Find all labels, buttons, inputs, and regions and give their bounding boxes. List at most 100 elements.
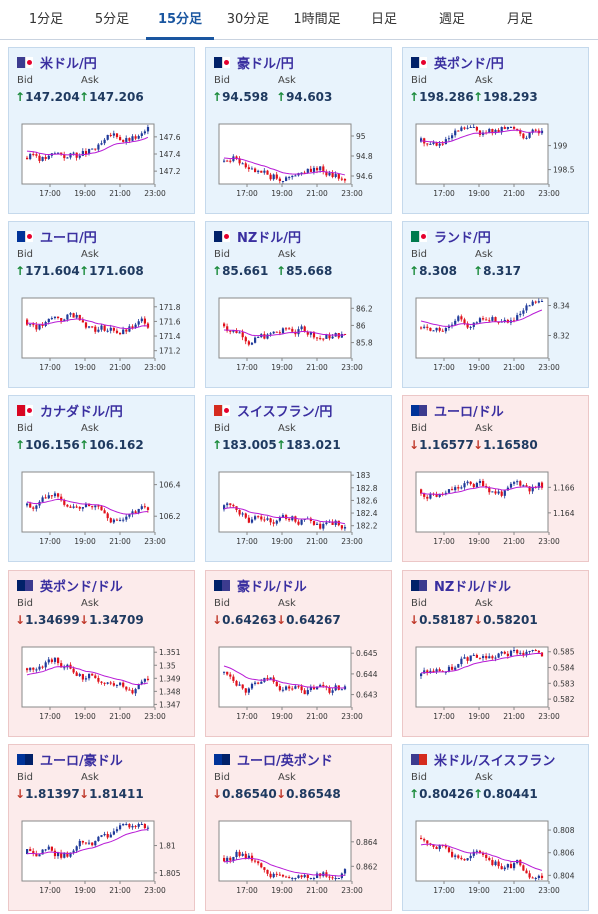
candlestick-chart[interactable]: 106.4 106.2 17:00 19:00 21:00 23:00 — [18, 468, 184, 554]
candle-body — [63, 500, 66, 505]
candle-body — [519, 313, 522, 316]
candle-body — [438, 327, 441, 331]
candle-body — [281, 181, 285, 182]
candlestick-chart[interactable]: 183 182.8 182.6 182.4 182.2 17:00 19:00 21:00 23… — [215, 468, 381, 554]
pair-card[interactable]: ユーロ/ドル Bid Ask ↓1.16577 ↓1.16580 1.166 1.164 17… — [402, 395, 589, 562]
ask-price: ↓1.81411 — [79, 787, 144, 801]
candle-body — [41, 324, 44, 326]
pair-name-link[interactable]: ランド/円 — [434, 230, 491, 246]
candle-body — [60, 152, 63, 155]
candle-body — [250, 519, 254, 523]
pair-card[interactable]: ランド/円 Bid Ask ↑8.308 ↑8.317 8.34 8.32 17:00 19:0… — [402, 221, 589, 388]
candlestick-chart[interactable]: 199 198.5 17:00 19:00 21:00 23:00 — [412, 120, 578, 206]
candle-body — [103, 139, 106, 144]
candlestick-chart[interactable]: 0.864 0.862 17:00 19:00 21:00 23:00 — [215, 817, 381, 903]
pair-card[interactable]: 米ドル/円 Bid Ask ↑147.204 ↑147.206 147.6 147.4 147… — [8, 47, 195, 214]
ask-value: 0.64267 — [286, 613, 341, 627]
candle-body — [72, 850, 75, 853]
candlestick-chart[interactable]: 0.585 0.584 0.583 0.582 17:00 19:00 21:00 23:00 — [412, 643, 578, 729]
pair-card[interactable]: NZドル/円 Bid Ask ↑85.661 ↑85.668 86.2 86 85.8 17:0… — [205, 221, 392, 388]
candle-body — [232, 857, 235, 861]
ask-value: 85.668 — [286, 264, 333, 278]
pair-header: 豪ドル/ドル — [214, 577, 307, 595]
tab-4[interactable]: 1時間足 — [293, 12, 341, 27]
candlestick-chart[interactable]: 95 94.8 94.6 17:00 19:00 21:00 23:00 — [215, 120, 381, 206]
x-tick-label: 17:00 — [39, 886, 61, 895]
bid-price: ↓1.81397 — [15, 787, 80, 801]
candle-body — [300, 326, 303, 330]
x-tick-label: 17:00 — [236, 189, 258, 198]
candle-body — [316, 873, 319, 878]
candle-body — [537, 650, 540, 653]
candlestick-chart[interactable]: 86.2 86 85.8 17:00 19:00 21:00 23:00 — [215, 294, 381, 380]
pair-card[interactable]: 英ポンド/ドル Bid Ask ↓1.34699 ↓1.34709 1.351 1.35 1.… — [8, 570, 195, 737]
ask-price: ↑85.668 — [276, 264, 332, 278]
pair-name-link[interactable]: ユーロ/ドル — [434, 404, 504, 420]
candle-body — [115, 133, 119, 138]
pair-name-link[interactable]: 米ドル/スイスフラン — [434, 753, 556, 769]
x-tick-label: 23:00 — [538, 886, 560, 895]
pair-name-link[interactable]: NZドル/ドル — [434, 579, 512, 595]
pair-name-link[interactable]: ユーロ/円 — [40, 230, 97, 246]
candle-body — [69, 313, 72, 315]
candlestick-chart[interactable]: 1.351 1.35 1.349 1.348 1.347 17:00 19:00 21:00 2… — [18, 643, 184, 729]
candle-body — [131, 825, 134, 828]
candlestick-chart[interactable]: 0.808 0.806 0.804 17:00 19:00 21:00 23:00 — [412, 817, 578, 903]
bid-label: Bid — [214, 423, 230, 434]
tab-5[interactable]: 日足 — [370, 12, 397, 27]
candlestick-chart[interactable]: 0.645 0.644 0.643 17:00 19:00 21:00 23:00 — [215, 643, 381, 729]
candle-body — [32, 851, 35, 854]
y-tick-label: 182.2 — [356, 522, 378, 531]
tab-3[interactable]: 30分足 — [226, 12, 270, 27]
candlestick-chart[interactable]: 8.34 8.32 17:00 19:00 21:00 23:00 — [412, 294, 578, 380]
candle-body — [297, 686, 300, 688]
candle-body — [146, 323, 150, 328]
candle-body — [250, 168, 254, 170]
x-tick-label: 23:00 — [144, 537, 166, 546]
pair-card[interactable]: ユーロ/豪ドル Bid Ask ↓1.81397 ↓1.81411 1.81 1.805 17… — [8, 744, 195, 911]
candle-body — [303, 875, 306, 878]
pair-name-link[interactable]: 英ポンド/円 — [434, 56, 504, 72]
pair-card[interactable]: 豪ドル/ドル Bid Ask ↓0.64263 ↓0.64267 0.645 0.644 0.… — [205, 570, 392, 737]
pair-name-link[interactable]: 豪ドル/円 — [237, 56, 294, 72]
pair-name-link[interactable]: 米ドル/円 — [40, 56, 97, 72]
pair-card[interactable]: 英ポンド/円 Bid Ask ↑198.286 ↑198.293 199 198.5 17:0… — [402, 47, 589, 214]
tab-6[interactable]: 週足 — [438, 12, 465, 27]
bid-price: ↓0.64263 — [212, 613, 277, 627]
candle-body — [469, 655, 472, 661]
candlestick-chart[interactable]: 171.8 171.6 171.4 171.2 17:00 19:00 21:00 23:00 — [18, 294, 184, 380]
x-tick-label: 21:00 — [109, 363, 131, 372]
pair-name-link[interactable]: カナダドル/円 — [40, 404, 123, 420]
tab-0[interactable]: 1分足 — [28, 12, 64, 27]
candlestick-chart[interactable]: 1.166 1.164 17:00 19:00 21:00 23:00 — [412, 468, 578, 554]
pair-name-link[interactable]: 豪ドル/ドル — [237, 579, 307, 595]
pair-card[interactable]: カナダドル/円 Bid Ask ↑106.156 ↑106.162 106.4 106.2 1… — [8, 395, 195, 562]
tab-1[interactable]: 5分足 — [94, 12, 130, 27]
candle-body — [432, 844, 435, 847]
x-tick-label: 19:00 — [468, 712, 490, 721]
candle-body — [343, 869, 347, 874]
pair-card[interactable]: ユーロ/英ポンド Bid Ask ↓0.86540 ↓0.86548 0.864 0.862… — [205, 744, 392, 911]
pair-card[interactable]: ユーロ/円 Bid Ask ↑171.604 ↑171.608 171.8 171.6 171… — [8, 221, 195, 388]
pair-name-link[interactable]: スイスフラン/円 — [237, 404, 333, 420]
candlestick-chart[interactable]: 147.6 147.4 147.2 17:00 19:00 21:00 23:00 — [18, 120, 184, 206]
candle-body — [140, 133, 143, 136]
pair-name-link[interactable]: NZドル/円 — [237, 230, 302, 246]
candle-body — [291, 175, 294, 178]
pair-card[interactable]: NZドル/ドル Bid Ask ↓0.58187 ↓0.58201 0.585 0.584 0… — [402, 570, 589, 737]
candle-body — [469, 855, 472, 859]
pair-card[interactable]: 米ドル/スイスフラン Bid Ask ↑0.80426 ↑0.80441 0.808 0.8… — [402, 744, 589, 911]
flag-icon — [17, 404, 33, 416]
pair-card[interactable]: 豪ドル/円 Bid Ask ↑94.598 ↑94.603 95 94.8 94.6 17:00… — [205, 47, 392, 214]
pair-name-link[interactable]: ユーロ/豪ドル — [40, 753, 123, 769]
pair-name-link[interactable]: ユーロ/英ポンド — [237, 753, 333, 769]
candlestick-chart[interactable]: 1.81 1.805 17:00 19:00 21:00 23:00 — [18, 817, 184, 903]
tab-2[interactable]: 15分足 — [146, 0, 214, 40]
candle-body — [291, 328, 294, 332]
candle-body — [75, 672, 78, 676]
tab-7[interactable]: 月足 — [506, 12, 533, 27]
pair-card[interactable]: スイスフラン/円 Bid Ask ↑183.005 ↑183.021 183 182.8 18… — [205, 395, 392, 562]
ask-label: Ask — [81, 75, 99, 86]
candle-body — [278, 332, 281, 334]
pair-name-link[interactable]: 英ポンド/ドル — [40, 579, 123, 595]
